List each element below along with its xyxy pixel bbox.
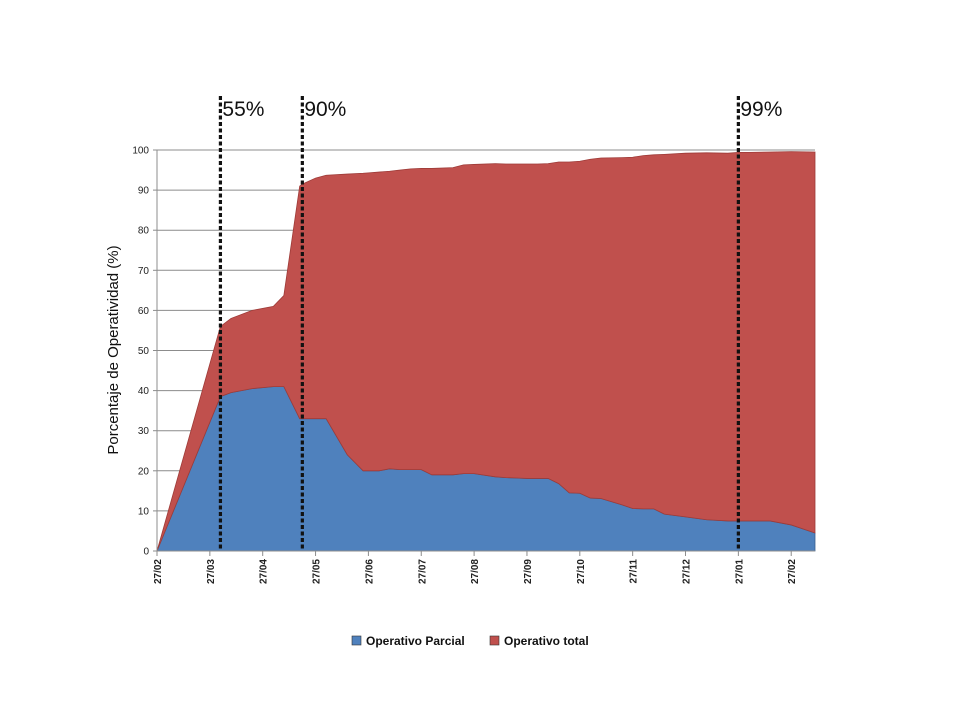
milestone-label: 55% [222, 98, 264, 121]
legend-swatch [351, 635, 362, 646]
legend-label: Operativo Parcial [366, 634, 465, 648]
y-tick-label: 10 [138, 506, 150, 517]
x-tick-label: 27/05 [312, 559, 323, 584]
x-tick-label: 27/08 [470, 559, 481, 584]
x-tick-label: 27/07 [417, 559, 428, 584]
x-tick-label: 27/02 [153, 559, 164, 584]
y-tick-label: 30 [138, 426, 150, 437]
axes: 0 10 20 30 40 50 60 70 80 90 100 27/02 27/03 27/04 27/… [132, 146, 815, 584]
y-tick-label: 50 [138, 346, 150, 357]
milestone-markers: 55% 90% 99% [218, 96, 782, 551]
x-tick-label: 27/09 [523, 559, 534, 584]
x-tick-label: 27/01 [734, 559, 745, 584]
area-series [156, 151, 816, 552]
x-tick-label: 27/06 [364, 559, 375, 584]
x-tick-label: 27/04 [259, 559, 270, 584]
y-tick-label: 0 [143, 547, 149, 558]
milestone-label: 90% [304, 98, 346, 121]
x-tick-label: 27/10 [576, 559, 587, 584]
y-tick-label: 100 [132, 146, 149, 157]
y-tick-label: 20 [138, 466, 150, 477]
legend: Operativo Parcial Operativo total [351, 634, 589, 648]
legend-swatch [489, 635, 500, 646]
y-tick-label: 80 [138, 226, 150, 237]
x-tick-label: 27/02 [787, 559, 798, 584]
y-tick-label: 70 [138, 266, 150, 277]
x-tick-label: 27/11 [629, 559, 640, 584]
y-tick-label: 90 [138, 186, 150, 197]
area-operativo-total [156, 151, 816, 552]
x-tick-label: 27/03 [206, 559, 217, 584]
y-tick-label: 60 [138, 306, 150, 317]
y-axis-title: Porcentaje de Operatividad (%) [105, 245, 122, 454]
milestone-label: 99% [740, 98, 782, 121]
y-tick-label: 40 [138, 386, 150, 397]
x-tick-label: 27/12 [682, 559, 693, 584]
legend-label: Operativo total [504, 634, 589, 648]
